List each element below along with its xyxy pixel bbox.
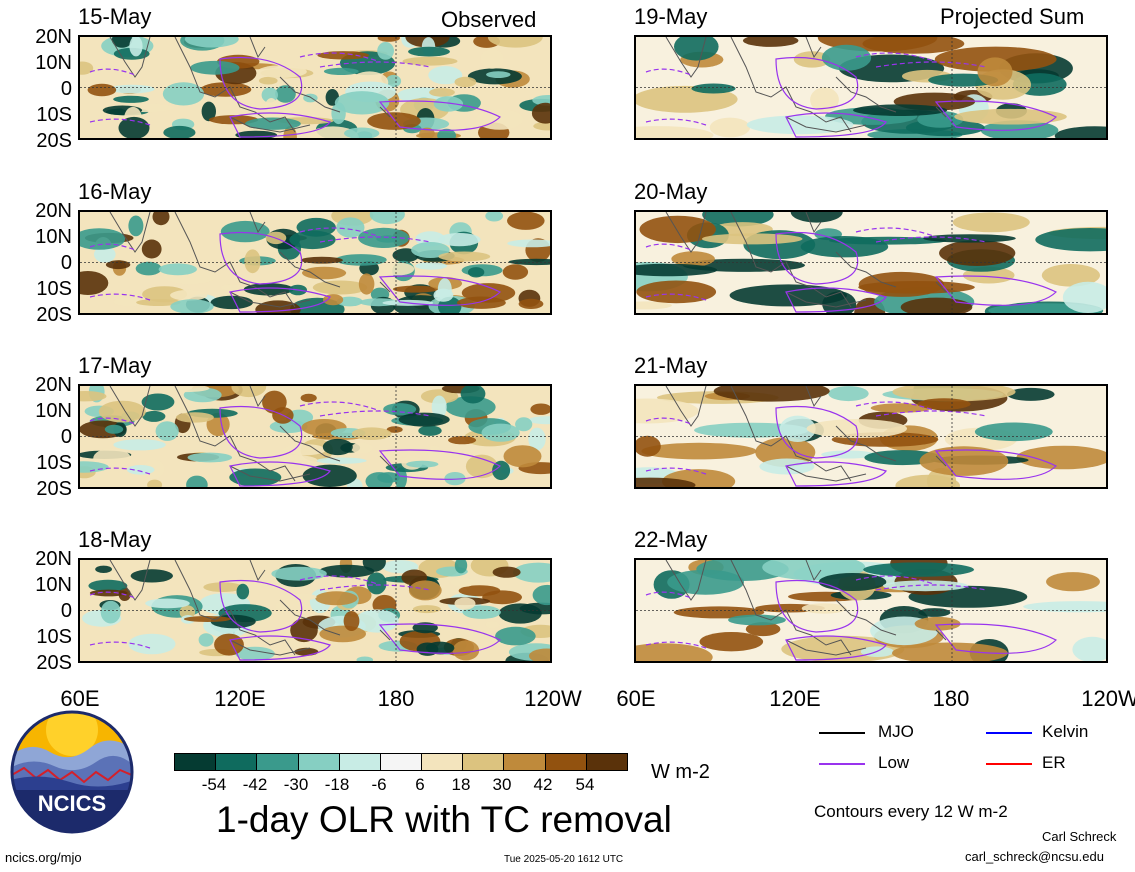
olr-map-panel (78, 210, 552, 315)
legend-line-er (986, 763, 1032, 765)
legend-line-low (819, 763, 865, 765)
contour-interval-note: Contours every 12 W m-2 (814, 802, 1008, 821)
colorbar-swatch (338, 753, 381, 771)
lat-tick-label: 0 (60, 600, 72, 622)
colorbar-swatch (503, 753, 546, 771)
lat-tick-label: 0 (60, 426, 72, 448)
colorbar-tick-label: -54 (201, 775, 227, 794)
observed-title: Observed (441, 7, 537, 32)
lon-tick-label: 60E (616, 686, 656, 711)
colorbar-tick-label: 6 (415, 775, 425, 794)
author-email[interactable]: carl_schreck@ncsu.edu (965, 849, 1104, 864)
logo-text: NCICS (38, 791, 106, 816)
legend-label-low: Low (878, 753, 910, 772)
lat-tick-label: 10S (36, 626, 72, 648)
lat-tick-label: 10S (36, 452, 72, 474)
projected-title: Projected Sum (940, 4, 1085, 29)
olr-map-panel (78, 558, 552, 663)
panel-date: 20-May (634, 179, 708, 204)
colorbar-tick-label: -30 (283, 775, 309, 794)
panel-date: 21-May (634, 353, 708, 378)
colorbar-swatch (256, 753, 299, 771)
lat-tick-label: 10S (36, 104, 72, 126)
olr-anomaly-field (636, 212, 1106, 313)
panel-date: 22-May (634, 527, 708, 552)
olr-anomaly-field (636, 37, 1106, 138)
colorbar-swatch (585, 753, 628, 771)
olr-map-panel (634, 384, 1108, 489)
lon-tick-label: 120W (1081, 686, 1135, 711)
lat-tick-label: 10N (35, 574, 72, 596)
timestamp: Tue 2025-05-20 1612 UTC (504, 854, 624, 865)
panel-date: 18-May (78, 527, 152, 552)
panel-date: 17-May (78, 353, 152, 378)
main-title: 1-day OLR with TC removal (216, 799, 672, 840)
colorbar-swatch (544, 753, 587, 771)
lon-tick-label: 120W (524, 686, 582, 711)
panel-date: 16-May (78, 179, 152, 204)
lat-tick-label: 10S (36, 278, 72, 300)
lat-tick-label: 20N (35, 548, 72, 570)
olr-map-panel (634, 210, 1108, 315)
legend-line-mjo (819, 732, 865, 734)
legend-line-kelvin (986, 732, 1032, 734)
colorbar-swatch (174, 753, 217, 771)
lat-tick-label: 20S (36, 130, 72, 152)
panel-date: 15-May (78, 4, 152, 29)
colorbar-tick-label: -6 (371, 775, 387, 794)
lat-tick-label: 0 (60, 252, 72, 274)
colorbar-tick-label: 54 (575, 775, 595, 794)
colorbar-swatch (297, 753, 340, 771)
olr-anomaly-field (80, 37, 550, 138)
olr-anomaly-field (80, 212, 550, 313)
legend-label-mjo: MJO (878, 722, 914, 741)
lat-tick-label: 20N (35, 200, 72, 222)
panel-date: 19-May (634, 4, 708, 29)
legend-label-er: ER (1042, 753, 1066, 772)
colorbar-tick-label: -18 (324, 775, 350, 794)
olr-map-panel (634, 35, 1108, 140)
lat-tick-label: 20S (36, 652, 72, 674)
olr-map-panel (634, 558, 1108, 663)
colorbar-swatch (215, 753, 258, 771)
olr-map-panel (78, 384, 552, 489)
lon-tick-label: 180 (377, 686, 415, 711)
lon-tick-label: 180 (932, 686, 970, 711)
colorbar-unit: W m-2 (651, 761, 710, 783)
colorbar (174, 753, 628, 771)
lat-tick-label: 0 (60, 78, 72, 100)
olr-anomaly-field (636, 386, 1106, 487)
lat-tick-label: 10N (35, 52, 72, 74)
lat-tick-label: 20N (35, 26, 72, 48)
olr-anomaly-field (636, 560, 1106, 661)
colorbar-swatch (462, 753, 505, 771)
colorbar-swatch (379, 753, 423, 771)
lon-tick-label: 120E (769, 686, 821, 711)
colorbar-tick-label: 42 (533, 775, 553, 794)
ncics-logo: NCICS (10, 710, 134, 834)
lat-tick-label: 20S (36, 478, 72, 500)
lon-tick-label: 120E (214, 686, 266, 711)
colorbar-swatch (421, 753, 464, 771)
author-name: Carl Schreck (1042, 829, 1117, 844)
lat-tick-label: 10N (35, 400, 72, 422)
legend-label-kelvin: Kelvin (1042, 722, 1089, 741)
lat-tick-label: 10N (35, 226, 72, 248)
olr-anomaly-field (80, 560, 550, 661)
colorbar-tick-label: 18 (451, 775, 471, 794)
lat-tick-label: 20S (36, 304, 72, 326)
lon-tick-label: 60E (60, 686, 100, 711)
colorbar-tick-label: -42 (242, 775, 268, 794)
ncics-logo-icon: NCICS (10, 710, 134, 834)
site-url[interactable]: ncics.org/mjo (5, 850, 82, 865)
lat-tick-label: 20N (35, 374, 72, 396)
colorbar-tick-label: 30 (492, 775, 512, 794)
olr-map-panel (78, 35, 552, 140)
olr-anomaly-field (80, 386, 550, 487)
